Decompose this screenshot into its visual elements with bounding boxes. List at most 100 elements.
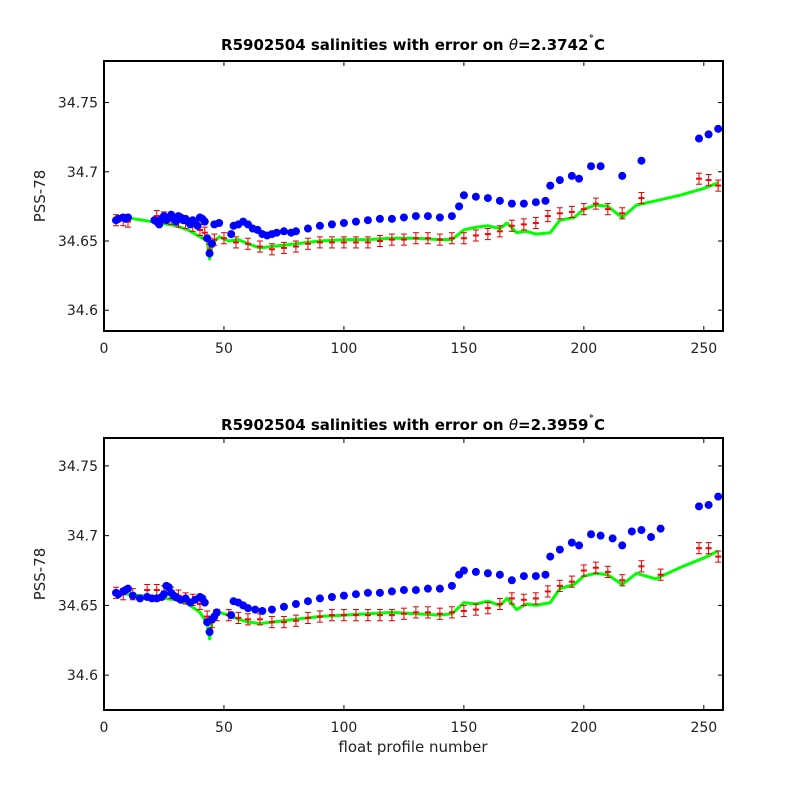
bottom-float-point: [315, 594, 324, 603]
top-panel: R5902504 salinities with error on θ=2.37…: [31, 34, 724, 357]
bottom-errorbar: [580, 564, 587, 577]
top-errorbar: [604, 203, 611, 216]
top-errorbar: [496, 225, 503, 238]
top-float-point: [507, 199, 516, 208]
bottom-errorbar: [328, 609, 335, 622]
bottom-float-point: [656, 524, 665, 533]
top-errorbar: [592, 197, 599, 210]
bottom-float-point: [471, 567, 480, 576]
bottom-float-point: [339, 591, 348, 600]
bottom-float-point: [251, 605, 260, 614]
bottom-float-point: [363, 588, 372, 597]
top-float-point: [375, 214, 384, 223]
bottom-float-point: [541, 570, 550, 579]
top-float-point: [387, 214, 396, 223]
top-y-tick-label: 34.7: [67, 165, 98, 181]
top-float-point: [459, 191, 468, 200]
top-float-point: [618, 171, 627, 180]
bottom-float-point: [627, 527, 636, 536]
top-errorbar: [268, 243, 275, 256]
bottom-x-tick-label: 150: [451, 720, 478, 736]
top-float-point: [447, 212, 456, 221]
bottom-float-point: [495, 570, 504, 579]
top-float-point: [207, 239, 216, 248]
bottom-errorbar: [657, 568, 664, 581]
bottom-errorbar: [638, 560, 645, 573]
top-float-point: [596, 162, 605, 171]
bottom-errorbar: [292, 614, 299, 627]
top-float-point: [455, 202, 464, 211]
bottom-float-point: [596, 531, 605, 540]
top-errorbar: [715, 179, 722, 192]
top-float-point: [291, 227, 300, 236]
top-float-point: [363, 216, 372, 225]
top-float-point: [272, 228, 281, 237]
top-errorbar: [568, 205, 575, 218]
top-y-tick-label: 34.6: [67, 303, 98, 319]
bottom-panel-xlabel: float profile number: [338, 738, 488, 756]
bottom-errorbar: [340, 609, 347, 622]
bottom-float-point: [618, 541, 627, 550]
bottom-float-point: [459, 566, 468, 575]
top-errorbar: [376, 234, 383, 248]
top-float-point: [215, 219, 224, 227]
top-errorbar: [696, 172, 703, 185]
bottom-panel: R5902504 salinities with error on θ=2.39…: [31, 414, 724, 756]
bottom-errorbar: [592, 561, 599, 574]
top-errorbar: [619, 207, 626, 220]
bottom-float-point: [519, 572, 528, 581]
top-float-point: [575, 174, 584, 183]
top-errorbar: [436, 233, 443, 246]
top-float-point: [123, 213, 132, 222]
top-errorbar: [448, 232, 455, 245]
bottom-x-tick-label: 200: [570, 720, 597, 736]
top-errorbar: [580, 203, 587, 216]
bottom-y-tick-label: 34.75: [58, 459, 98, 475]
bottom-float-point: [531, 572, 540, 581]
top-x-tick-label: 50: [215, 341, 233, 357]
bottom-float-point: [714, 492, 723, 501]
bottom-errorbar: [696, 542, 703, 555]
bottom-panel-ylabel: PSS-78: [31, 548, 49, 601]
bottom-float-point: [123, 584, 132, 593]
bottom-float-point: [423, 584, 432, 593]
top-x-tick-label: 200: [570, 341, 597, 357]
bottom-errorbar: [424, 606, 431, 619]
bottom-errorbar: [316, 610, 323, 623]
top-errorbar: [328, 236, 335, 249]
bottom-float-point: [227, 611, 236, 620]
bottom-errorbar: [556, 579, 563, 592]
bottom-errorbar: [619, 574, 626, 587]
bottom-float-point: [212, 608, 221, 617]
bottom-float-point: [647, 533, 656, 542]
top-errorbar: [412, 232, 419, 245]
bottom-float-point: [637, 526, 646, 535]
bottom-float-point: [447, 581, 456, 590]
bottom-errorbar: [520, 593, 527, 606]
bottom-errorbar: [352, 609, 359, 622]
bottom-x-tick-label: 0: [100, 720, 109, 736]
top-errorbar: [705, 174, 712, 187]
top-float-point: [200, 217, 209, 226]
top-float-point: [315, 221, 324, 230]
top-x-tick-label: 150: [451, 341, 478, 357]
top-float-point: [587, 162, 596, 171]
bottom-float-point: [387, 587, 396, 596]
bottom-errorbar: [604, 565, 611, 578]
bottom-float-point: [351, 590, 360, 599]
bottom-errorbar: [544, 585, 551, 598]
bottom-float-point: [200, 598, 209, 607]
top-errorbar: [638, 192, 645, 205]
bottom-float-point: [411, 586, 420, 595]
top-errorbar: [220, 232, 227, 245]
bottom-x-tick-label: 100: [331, 720, 358, 736]
bottom-y-tick-label: 34.6: [67, 668, 98, 684]
bottom-float-point: [567, 538, 576, 547]
top-errorbar: [556, 207, 563, 220]
top-errorbar: [340, 236, 347, 249]
bottom-float-point: [608, 534, 617, 543]
top-errorbar: [544, 210, 551, 223]
bottom-panel-title: R5902504 salinities with error on θ=2.39…: [221, 414, 605, 434]
bottom-errorbar: [532, 592, 539, 605]
bottom-errorbar: [268, 616, 275, 629]
